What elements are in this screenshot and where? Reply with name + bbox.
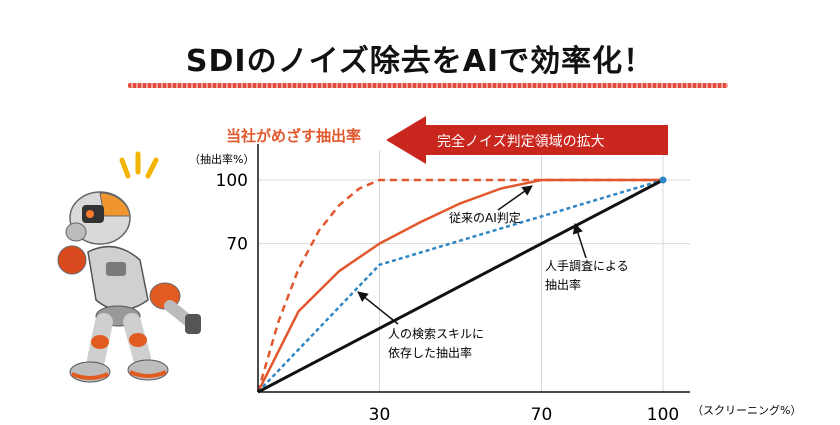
- y-axis-label: （抽出率%）: [189, 152, 254, 166]
- title-underline: [128, 83, 728, 88]
- ai-judgement-arrow: [497, 185, 533, 211]
- ai-judgement-label: 従来のAI判定: [449, 210, 521, 225]
- noise-area-arrow-banner: 完全ノイズ判定領域の拡大: [386, 116, 668, 164]
- y-tick-label-100: 100: [216, 171, 248, 191]
- x-axis-label: （スクリーニング%）: [692, 403, 801, 417]
- tick-labels: 30 70 100 70 100: [216, 171, 680, 425]
- human-skill-arrow: [357, 291, 399, 325]
- x-tick-label-30: 30: [369, 405, 391, 425]
- human-label-line1: 人の検索スキルに: [388, 327, 484, 341]
- robot-icon: [57, 151, 201, 383]
- series-layer: [256, 176, 667, 394]
- y-tick-label-70: 70: [226, 235, 248, 255]
- human-skill-line: [257, 178, 664, 393]
- target-rate-label: 当社がめざす抽出率: [226, 127, 361, 145]
- manual-label-line1: 人手調査による: [545, 259, 629, 273]
- page-title: SDIのノイズ除去をAIで効率化！: [185, 44, 655, 79]
- x-tick-label-100: 100: [647, 405, 679, 425]
- x-tick-label-70: 70: [531, 405, 553, 425]
- human-label-line2: 依存した抽出率: [388, 345, 472, 360]
- end-point-marker: [659, 176, 667, 184]
- manual-arrow: [572, 223, 587, 259]
- manual-rate-line: [257, 178, 664, 394]
- arrow-banner-text: 完全ノイズ判定領域の拡大: [437, 133, 605, 150]
- manual-label-line2: 抽出率: [545, 277, 581, 292]
- ai-judgement-line: [256, 178, 663, 393]
